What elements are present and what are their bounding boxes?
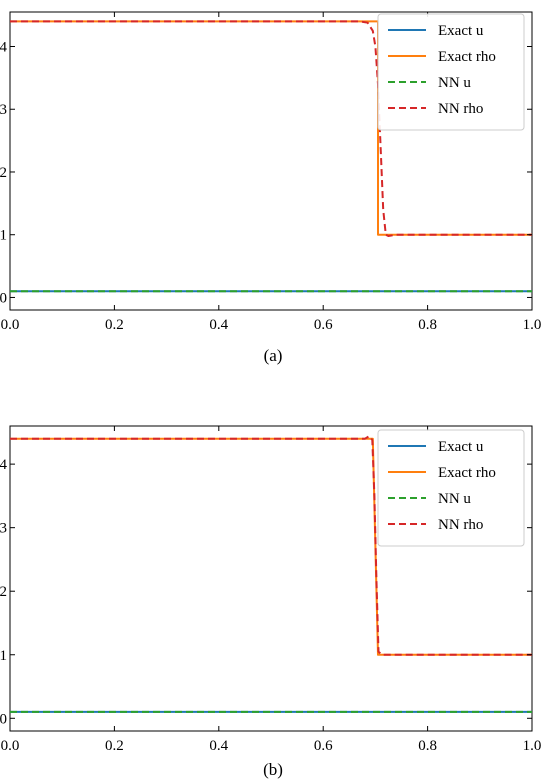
y-tick-label: 0 <box>0 711 7 727</box>
y-tick-label: 3 <box>0 102 7 118</box>
y-tick-label: 4 <box>0 457 8 473</box>
legend-label: Exact u <box>438 23 484 39</box>
legend-label: NN rho <box>438 101 483 117</box>
legend-label: NN u <box>438 491 471 507</box>
legend-label: NN u <box>438 75 471 91</box>
legend-box <box>377 429 525 547</box>
x-tick-label: 0.8 <box>418 317 437 333</box>
y-tick-label: 4 <box>0 40 8 56</box>
legend: Exact u Exact rho NN u NN rho <box>377 13 525 131</box>
panel-caption: (a) <box>264 346 283 365</box>
x-tick-label: 0.2 <box>105 317 124 333</box>
y-tick-label: 3 <box>0 521 7 537</box>
y-tick-label: 1 <box>0 228 7 244</box>
y-tick-label: 2 <box>0 584 7 600</box>
legend: Exact u Exact rho NN u NN rho <box>377 429 525 547</box>
x-tick-label: 1.0 <box>523 317 542 333</box>
legend-label: Exact rho <box>438 49 496 65</box>
chart-panel-2: 0.0 0.2 0.4 0.6 0.8 1.0 0 1 2 3 4 Exact u Exact rho N… <box>0 425 542 779</box>
x-tick-label: 0.0 <box>1 738 20 754</box>
x-tick-label: 0.0 <box>1 317 20 333</box>
y-tick-label: 1 <box>0 648 7 664</box>
x-tick-label: 0.6 <box>314 738 333 754</box>
series-group <box>10 435 532 713</box>
x-tick-label: 0.4 <box>209 738 228 754</box>
legend-label: NN rho <box>438 517 483 533</box>
legend-box <box>377 13 525 131</box>
x-tick-label: 0.8 <box>418 738 437 754</box>
x-tick-label: 0.6 <box>314 317 333 333</box>
series-line-nn-rho <box>10 435 532 656</box>
panel-caption: (b) <box>263 760 283 779</box>
legend-label: Exact u <box>438 439 484 455</box>
x-tick-label: 1.0 <box>523 738 542 754</box>
y-tick-label: 0 <box>0 290 7 306</box>
x-tick-label: 0.2 <box>105 738 124 754</box>
x-tick-label: 0.4 <box>209 317 228 333</box>
legend-label: Exact rho <box>438 465 496 481</box>
y-tick-label: 2 <box>0 165 7 181</box>
chart-panel-1: 0.0 0.2 0.4 0.6 0.8 1.0 0 1 2 3 4 Exact u Exact rho N… <box>0 11 542 365</box>
